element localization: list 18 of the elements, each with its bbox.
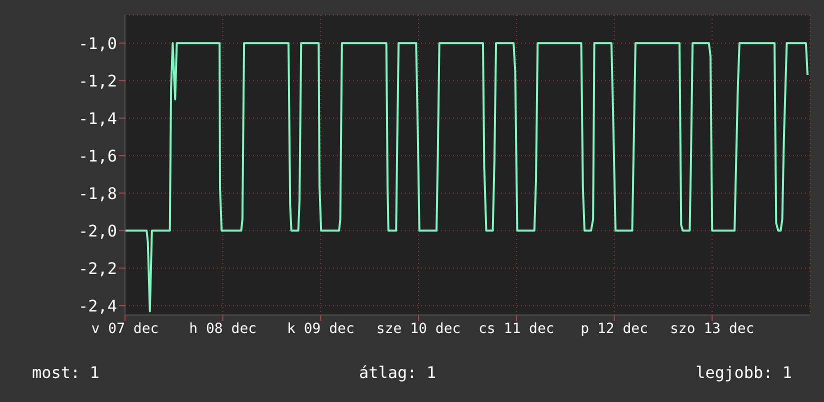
text: legjobb: 1 [696,363,792,382]
x-tick-label: szo 13 dec [670,320,754,337]
y-tick-label: -1,8 [78,184,117,203]
y-tick-label: -1,4 [78,108,117,128]
y-tick-label: -1,2 [78,71,117,90]
y-tick-label: -1,6 [78,146,117,166]
y-tick-label: -2,2 [78,258,117,278]
y-tick-label: -2,4 [78,296,117,316]
x-tick-label: h 08 dec [189,320,257,337]
y-tick-label: -1,0 [78,34,117,53]
x-tick-label: p 12 dec [580,320,648,337]
text: most: 1 [32,363,100,382]
x-tick-label: cs 11 dec [478,320,554,337]
x-tick-label: k 09 dec [286,320,354,337]
y-tick-label: -2,0 [78,221,117,240]
x-tick-label: v 07 dec [91,320,159,337]
x-tick-label: sze 10 dec [376,320,461,337]
text: átlag: 1 [359,363,436,382]
